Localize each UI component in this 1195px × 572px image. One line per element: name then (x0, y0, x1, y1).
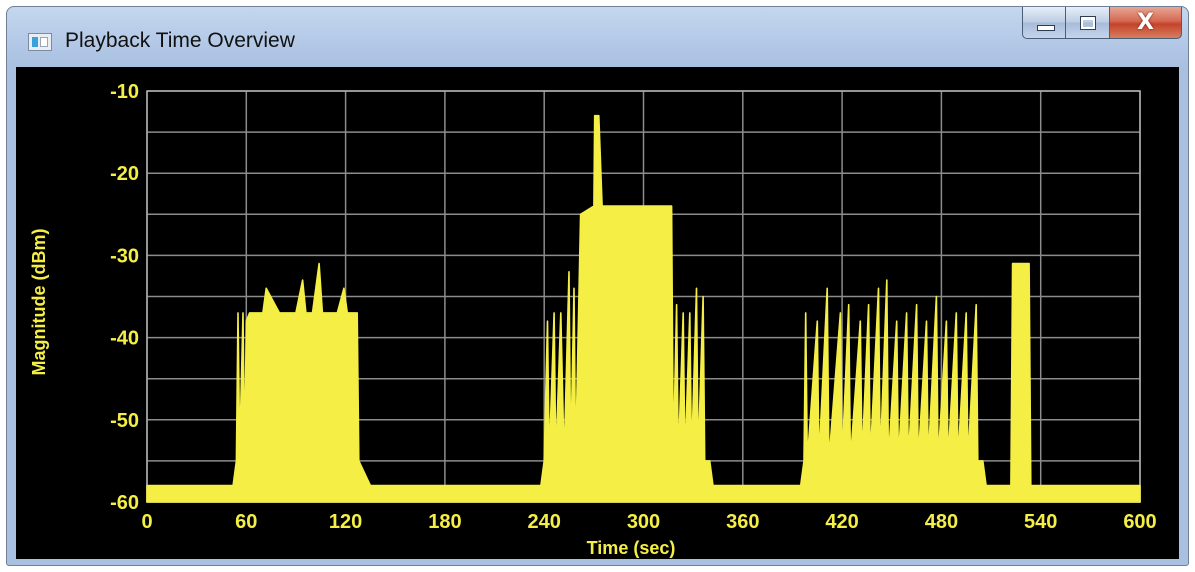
y-tick-label-1: -20 (110, 163, 139, 185)
x-tick-label-5: 300 (627, 511, 660, 533)
y-tick-label-4: -50 (110, 410, 139, 432)
window-title: Playback Time Overview (65, 29, 295, 52)
y-tick-label-5: -60 (110, 492, 139, 514)
minimize-button[interactable] (1022, 7, 1066, 39)
y-tick-label-2: -30 (110, 245, 139, 267)
y-tick-label-0: -10 (110, 81, 139, 103)
maximize-icon (1080, 16, 1096, 30)
title-bar[interactable]: Playback Time Overview X (7, 7, 1188, 59)
maximize-button[interactable] (1066, 7, 1110, 39)
x-tick-label-2: 120 (329, 511, 362, 533)
x-tick-label-0: 0 (141, 511, 152, 533)
x-tick-label-8: 480 (925, 511, 958, 533)
magnitude-time-chart: 0 60 120 180 240 300 360 420 480 540 600 -10 -20 -30 -… (29, 81, 1157, 558)
chart-series (146, 114, 1141, 503)
close-button[interactable]: X (1110, 7, 1182, 39)
minimize-icon (1037, 25, 1055, 31)
chart-axes: 0 60 120 180 240 300 360 420 480 540 600 -10 -20 -30 -… (110, 81, 1157, 533)
chart-area: 0 60 120 180 240 300 360 420 480 540 600 -10 -20 -30 -… (16, 67, 1179, 559)
caption-buttons: X (1022, 7, 1182, 41)
x-tick-label-3: 180 (428, 511, 461, 533)
x-tick-label-1: 60 (235, 511, 257, 533)
x-axis-label: Time (sec) (587, 538, 676, 558)
y-axis-label: Magnitude (dBm) (29, 229, 49, 376)
window-app-icon[interactable] (28, 33, 52, 51)
x-tick-label-6: 360 (726, 511, 759, 533)
y-tick-label-3: -40 (110, 328, 139, 350)
x-tick-label-7: 420 (825, 511, 858, 533)
series-area-0 (146, 114, 1141, 503)
x-tick-label-9: 540 (1024, 511, 1057, 533)
x-tick-label-4: 240 (528, 511, 561, 533)
playback-time-overview-window: Playback Time Overview X 0 60 120 180 240 300… (6, 6, 1189, 566)
x-tick-label-10: 600 (1123, 511, 1156, 533)
close-icon: X (1137, 10, 1154, 35)
